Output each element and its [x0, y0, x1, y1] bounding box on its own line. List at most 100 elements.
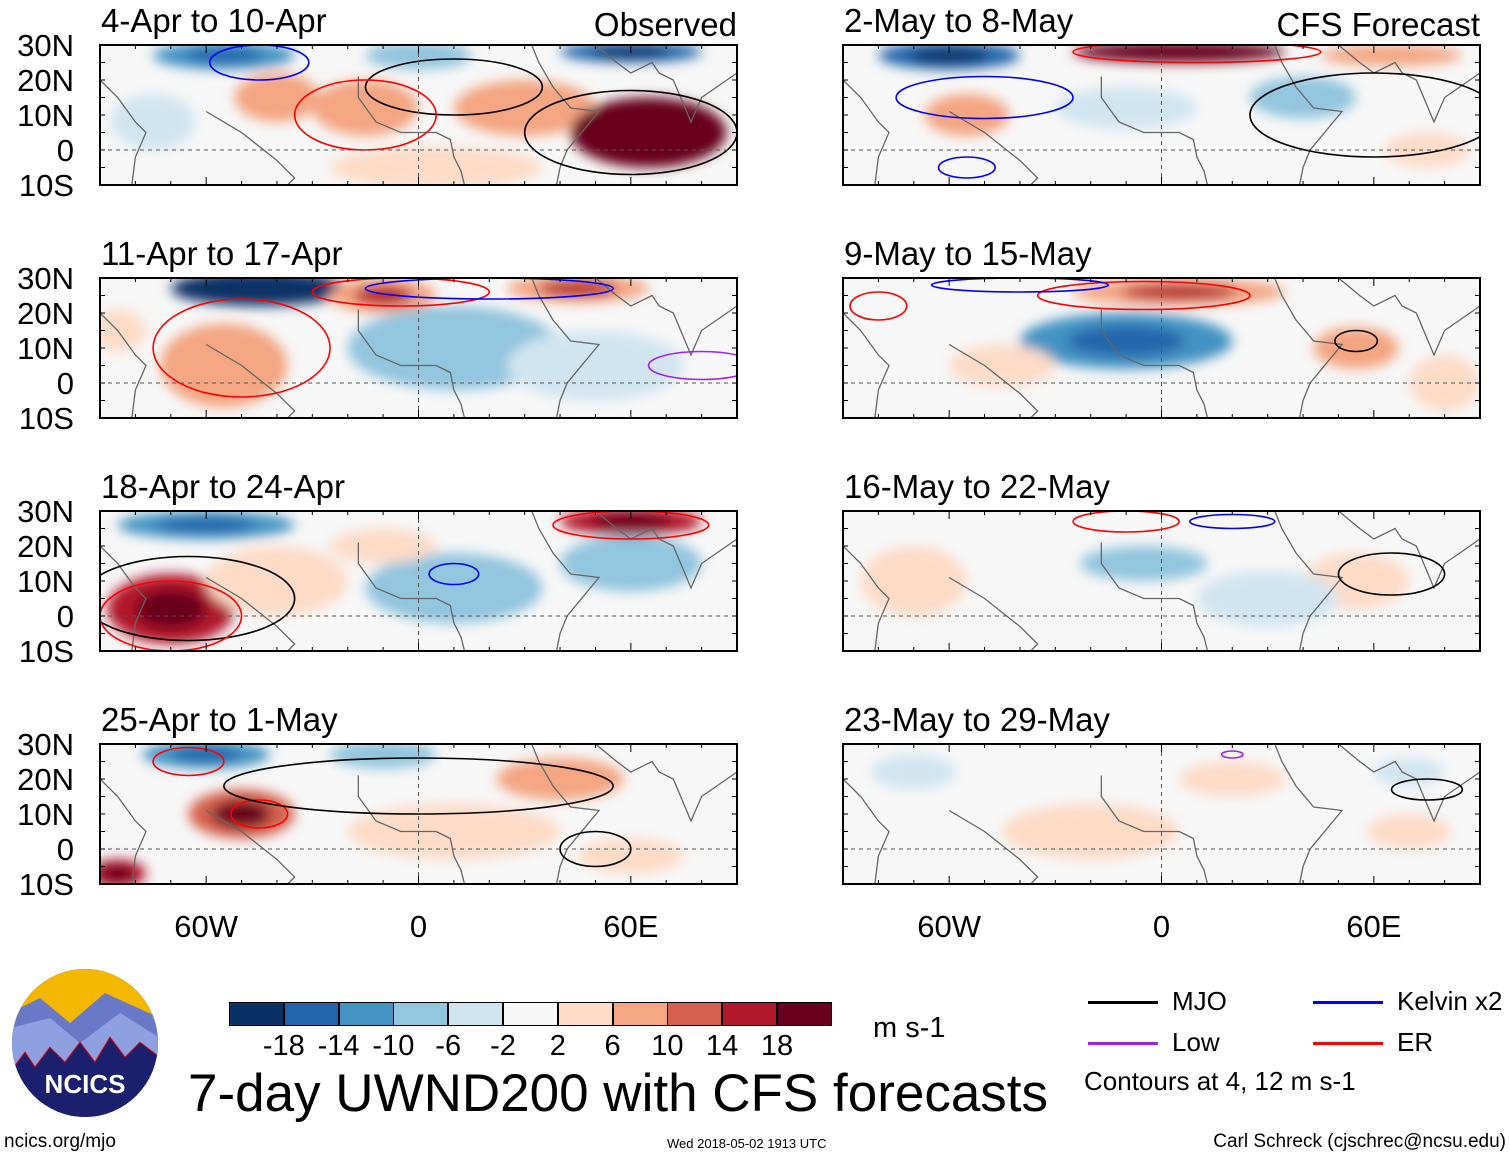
panel-title: 11-Apr to 17-Apr — [101, 235, 343, 272]
panel-title: 9-May to 15-May — [844, 235, 1092, 272]
legend-line — [1088, 1001, 1158, 1004]
lon-tick-label: 60E — [1346, 909, 1402, 944]
wind-anomaly-core — [102, 865, 134, 882]
colorbar-swatch — [777, 1002, 832, 1026]
colorbar-label: 2 — [549, 1030, 566, 1062]
wind-anomaly-region — [1384, 132, 1470, 168]
wind-anomaly-region — [100, 309, 146, 352]
coastline — [1274, 744, 1344, 884]
wave-contour — [208, 45, 310, 81]
lat-tick-label: 30N — [17, 494, 74, 529]
column-label: Observed — [593, 6, 737, 43]
wave-contour — [930, 278, 1110, 293]
wind-anomaly-region — [1196, 570, 1339, 627]
map-panel — [99, 277, 738, 419]
coastline — [100, 311, 147, 418]
coastline — [1100, 76, 1209, 185]
coastline — [595, 744, 737, 823]
lat-tick-label: 0 — [56, 832, 74, 867]
wind-anomaly-core — [605, 113, 692, 152]
coastline — [1338, 45, 1480, 124]
coastline — [948, 343, 1039, 418]
lat-tick-label: 20N — [17, 762, 74, 797]
colorbar-swatch — [283, 1002, 339, 1026]
wind-anomaly-region — [1313, 327, 1399, 369]
wind-anomaly-region — [347, 803, 561, 860]
wave-contour — [849, 291, 908, 321]
wind-anomaly-region — [1366, 814, 1452, 849]
colorbar-label: -14 — [317, 1030, 360, 1062]
colorbar-label: -2 — [490, 1030, 516, 1062]
footer-url[interactable]: ncics.org/mjo — [4, 1131, 116, 1152]
map-panel — [842, 277, 1481, 419]
panel-title: 2-May to 8-May — [844, 2, 1074, 39]
coastline — [948, 809, 1039, 884]
coastline — [1338, 511, 1480, 590]
panel-title: 16-May to 22-May — [844, 468, 1110, 505]
coastline — [595, 511, 737, 590]
colorbar-units: m s-1 — [873, 1012, 946, 1044]
coastline — [1100, 309, 1209, 418]
lat-tick-label: 20N — [17, 63, 74, 98]
lat-tick-label: 10S — [18, 401, 74, 436]
panel-title: 4-Apr to 10-Apr — [101, 2, 327, 39]
wind-anomaly-region — [924, 94, 1010, 136]
lat-tick-label: 0 — [56, 599, 74, 634]
wave-contour — [1337, 552, 1446, 596]
coastline — [100, 544, 147, 651]
coastline — [357, 76, 466, 185]
wind-anomaly-core — [1067, 325, 1185, 357]
wave-contour — [100, 555, 296, 642]
wave-contour — [364, 58, 544, 116]
wave-contour — [311, 278, 491, 307]
panel-title: 18-Apr to 24-Apr — [101, 468, 345, 505]
lon-tick-label: 0 — [1152, 909, 1171, 944]
panel-title: 23-May to 29-May — [844, 701, 1110, 738]
ncics-logo: NCICS — [12, 969, 158, 1117]
wind-anomaly-region — [330, 528, 437, 564]
legend-label: Kelvin x2 — [1397, 986, 1503, 1016]
colorbar-label: 6 — [604, 1030, 621, 1062]
colorbar-swatch — [722, 1002, 778, 1026]
colorbar-swatch — [229, 1002, 284, 1026]
colorbar-swatch — [393, 1002, 449, 1026]
coastline — [100, 78, 147, 185]
lat-tick-label: 10S — [18, 168, 74, 203]
lat-tick-label: 20N — [17, 296, 74, 331]
wave-contour — [152, 298, 331, 398]
wind-anomaly-region — [1249, 76, 1357, 119]
footer-timestamp: Wed 2018-05-02 1913 UTC — [667, 1136, 827, 1151]
legend-line — [1088, 1042, 1158, 1045]
lat-tick-label: 20N — [17, 529, 74, 564]
wave-contour — [223, 757, 614, 815]
wind-anomaly-region — [365, 553, 543, 623]
coastline — [948, 110, 1039, 185]
coastline — [948, 576, 1039, 651]
colorbar-label: 10 — [651, 1030, 684, 1062]
wind-anomaly-core — [538, 280, 617, 297]
map-panel — [99, 743, 738, 885]
panel-title: 25-Apr to 1-May — [101, 701, 338, 738]
wind-anomaly-region — [330, 744, 437, 769]
legend-label: ER — [1397, 1027, 1434, 1057]
colorbar-swatch — [557, 1002, 613, 1026]
lat-tick-label: 10N — [17, 564, 74, 599]
lat-tick-label: 10S — [18, 867, 74, 902]
wind-anomaly-region — [234, 73, 320, 122]
column-label: CFS Forecast — [1276, 6, 1480, 43]
wind-anomaly-region — [110, 94, 196, 150]
coastline — [357, 309, 466, 418]
coastline — [1274, 278, 1344, 418]
wind-anomaly-core — [135, 589, 206, 629]
lon-tick-label: 0 — [409, 909, 428, 944]
wind-anomaly-region — [1179, 761, 1286, 797]
logo-text: NCICS — [45, 1069, 126, 1099]
map-panel — [842, 510, 1481, 652]
wave-contour — [1072, 45, 1322, 64]
wind-anomaly-region — [453, 80, 596, 136]
coastline — [843, 544, 890, 651]
wind-anomaly-core — [210, 278, 308, 299]
wind-anomaly-region — [1002, 803, 1180, 860]
wind-anomaly-core — [910, 47, 989, 64]
